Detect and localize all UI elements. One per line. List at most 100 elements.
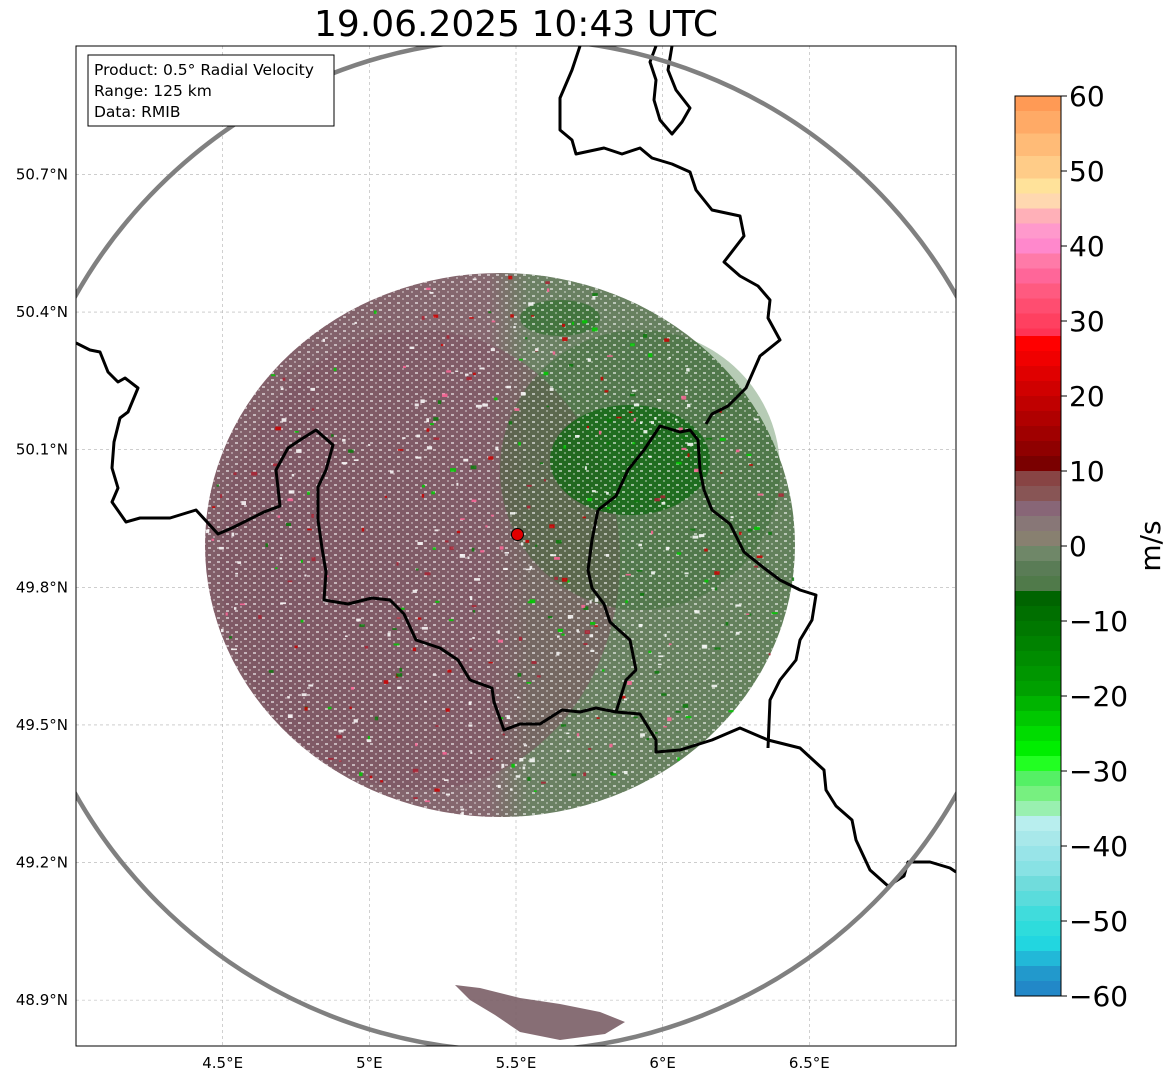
velocity-speck [225,612,228,616]
velocity-speck [446,335,450,339]
velocity-speck [725,621,729,626]
velocity-speck [488,456,494,460]
colorbar-band [1015,193,1061,209]
velocity-speck [490,348,495,352]
velocity-speck [308,684,314,687]
border-north-spur [648,46,692,136]
velocity-speck [205,529,210,534]
velocity-speck [561,633,565,636]
velocity-speck [434,788,440,792]
velocity-speck [497,784,501,788]
colorbar-band [1015,441,1061,457]
velocity-speck [518,442,521,446]
velocity-speck [424,700,427,703]
lat-tick-label: 50.1°N [16,441,68,459]
velocity-speck [643,430,648,434]
velocity-speck [396,673,403,677]
velocity-speck [361,527,365,532]
velocity-speck [446,370,452,373]
velocity-speck [287,498,294,502]
colorbar-band [1015,561,1061,577]
velocity-speck [384,495,387,498]
velocity-speck [566,580,570,583]
velocity-speck [525,539,530,543]
velocity-speck [383,680,389,684]
velocity-speck [520,392,526,396]
velocity-speck [524,337,528,340]
lon-tick-labels: 4.5°E 5°E 5.5°E 6°E 6.5°E [202,1054,830,1072]
colorbar-band [1015,816,1061,832]
velocity-speck [373,310,377,314]
velocity-speck [470,596,473,601]
velocity-speck [535,544,538,547]
velocity-speck [529,758,535,763]
velocity-speck [711,684,718,688]
colorbar-band [1015,876,1061,892]
colorbar-band [1015,606,1061,622]
velocity-speck [675,711,681,713]
velocity-speck [286,522,291,526]
velocity-speck [280,387,284,390]
velocity-speck [549,524,555,529]
velocity-speck [739,531,742,535]
velocity-speck [711,587,716,590]
velocity-speck [380,780,383,783]
velocity-speck [681,395,687,400]
colorbar-band [1015,936,1061,952]
velocity-speck [714,587,718,591]
velocity-speck [586,425,589,429]
velocity-speck [396,562,399,566]
velocity-speck [541,781,546,784]
lon-tick-label: 5°E [356,1054,383,1072]
velocity-speck [609,743,613,748]
velocity-speck [681,447,687,450]
velocity-speck [514,408,520,411]
velocity-speck [687,453,690,457]
velocity-speck [692,535,699,539]
velocity-speck [485,525,488,528]
velocity-speck [563,445,567,449]
velocity-speck [606,491,609,495]
velocity-speck [571,321,574,325]
colorbar-band [1015,531,1061,547]
velocity-speck [413,797,418,799]
velocity-speck [594,625,598,627]
velocity-speck [490,514,494,517]
velocity-speck [588,748,592,750]
velocity-speck [402,437,406,439]
velocity-speck [220,494,223,498]
colorbar-band [1015,861,1061,877]
velocity-speck [258,615,262,619]
velocity-speck [531,315,535,317]
velocity-speck [345,635,348,637]
colorbar-band [1015,223,1061,239]
colorbar-band [1015,283,1061,299]
velocity-speck [353,459,359,461]
velocity-speck [342,438,346,442]
velocity-speck [587,498,592,502]
velocity-speck [735,631,740,635]
velocity-speck [657,399,662,401]
velocity-speck [367,736,370,740]
colorbar-band [1015,681,1061,697]
velocity-speck [421,494,425,498]
velocity-speck [526,682,532,684]
velocity-speck [349,706,352,709]
velocity-speck [757,493,764,496]
velocity-speck [397,449,404,451]
velocity-speck [359,624,365,627]
velocity-speck [472,372,476,375]
velocity-speck [229,636,232,639]
velocity-speck [569,364,574,367]
colorbar-tick-label: −20 [1069,680,1128,713]
velocity-speck [472,610,476,613]
info-source: Data: RMIB [94,103,181,121]
velocity-speck [282,377,286,381]
velocity-speck [219,546,224,550]
velocity-speck [420,399,425,403]
velocity-speck [291,474,295,477]
colorbar-band [1015,666,1061,682]
velocity-speck [694,610,700,614]
velocity-speck [301,693,307,697]
velocity-speck [590,649,595,652]
